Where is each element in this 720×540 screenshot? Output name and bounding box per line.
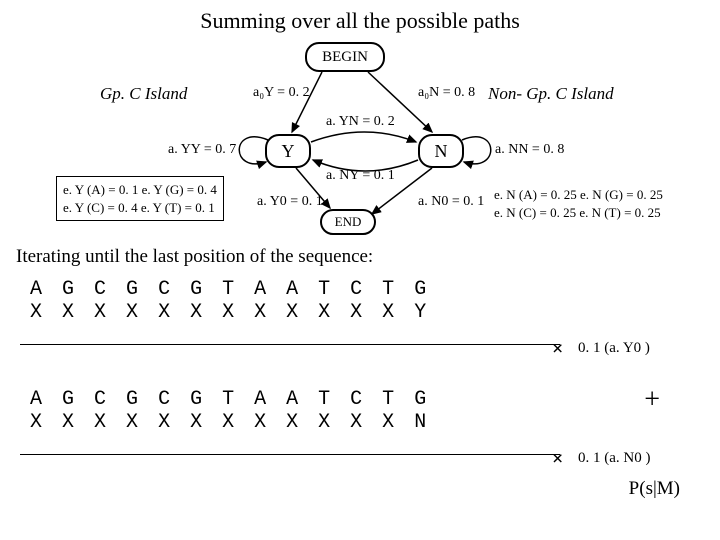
- label-ayy: a. YY = 0. 7: [168, 142, 236, 158]
- seq-cell: G: [52, 388, 84, 411]
- seq-cell: T: [308, 278, 340, 301]
- hmm-diagram: BEGIN Y N END Gp. C Island Non- Gp. C Is…: [0, 34, 720, 244]
- seq-cell: X: [372, 301, 404, 324]
- seq-cell: X: [244, 301, 276, 324]
- ey-line1: e. Y (A) = 0. 1 e. Y (G) = 0. 4: [63, 181, 217, 199]
- seq-cell: X: [212, 411, 244, 434]
- seq-cell: C: [148, 388, 180, 411]
- label-an0: a. N0 = 0. 1: [418, 194, 484, 210]
- table-row: XXXXXXXXXXXXY: [20, 301, 436, 324]
- seq-cell: X: [212, 301, 244, 324]
- seq-cell: X: [148, 301, 180, 324]
- seq-cell: N: [404, 411, 436, 434]
- seq-cell: X: [84, 301, 116, 324]
- seq-cell: X: [20, 411, 52, 434]
- seq-cell: A: [244, 278, 276, 301]
- en-line1: e. N (A) = 0. 25 e. N (G) = 0. 25: [494, 186, 663, 204]
- seq-cell: T: [372, 278, 404, 301]
- rule-line: [20, 454, 560, 455]
- label-ayn: a. YN = 0. 2: [326, 114, 395, 130]
- label-a0y: a₀Y = 0. 2: [253, 85, 310, 101]
- label-any: a. NY = 0. 1: [326, 168, 395, 184]
- seq-cell: G: [116, 278, 148, 301]
- seq-cell: G: [404, 278, 436, 301]
- seq-cell: T: [372, 388, 404, 411]
- seq-cell: X: [52, 411, 84, 434]
- en-line2: e. N (C) = 0. 25 e. N (T) = 0. 25: [494, 204, 663, 222]
- iterating-text: Iterating until the last position of the…: [0, 246, 720, 268]
- seq-cell: X: [116, 411, 148, 434]
- seq-cell: C: [340, 388, 372, 411]
- plus-sign: +: [644, 384, 660, 416]
- seq-cell: G: [116, 388, 148, 411]
- hint-ay0: 0. 1 (a. Y0 ): [578, 340, 650, 357]
- table-row: XXXXXXXXXXXXN: [20, 411, 436, 434]
- times-1: ×: [552, 338, 563, 361]
- seq-cell: X: [148, 411, 180, 434]
- seq-cell: A: [20, 388, 52, 411]
- seq-cell: C: [84, 388, 116, 411]
- seq-cell: X: [116, 301, 148, 324]
- label-gpc-left: Gp. C Island: [100, 84, 187, 104]
- seq-cell: G: [180, 388, 212, 411]
- seq-cell: C: [148, 278, 180, 301]
- seq-cell: X: [276, 301, 308, 324]
- seq-table-2: AGCGCGTAATCTG XXXXXXXXXXXXN: [20, 388, 436, 434]
- ey-line2: e. Y (C) = 0. 4 e. Y (T) = 0. 1: [63, 199, 217, 217]
- node-end: END: [320, 209, 376, 235]
- page-title: Summing over all the possible paths: [0, 0, 720, 34]
- seq-cell: X: [276, 411, 308, 434]
- node-n: N: [418, 134, 464, 168]
- seq-cell: X: [244, 411, 276, 434]
- table-row: AGCGCGTAATCTG: [20, 388, 436, 411]
- rule-line: [20, 344, 560, 345]
- node-y: Y: [265, 134, 311, 168]
- table-row: AGCGCGTAATCTG: [20, 278, 436, 301]
- sequence-block-2: + AGCGCGTAATCTG XXXXXXXXXXXXN × 0. 1 (a.…: [0, 388, 720, 498]
- node-begin: BEGIN: [305, 42, 385, 72]
- emissions-n: e. N (A) = 0. 25 e. N (G) = 0. 25 e. N (…: [494, 186, 663, 221]
- seq-table-1: AGCGCGTAATCTG XXXXXXXXXXXXY: [20, 278, 436, 324]
- seq-cell: T: [212, 388, 244, 411]
- seq-cell: A: [276, 388, 308, 411]
- seq-cell: Y: [404, 301, 436, 324]
- result-psm: P(s|M): [629, 478, 680, 500]
- seq-cell: A: [276, 278, 308, 301]
- seq-cell: C: [340, 278, 372, 301]
- hint-an0: 0. 1 (a. N0 ): [578, 450, 650, 467]
- seq-cell: X: [340, 411, 372, 434]
- seq-cell: X: [308, 301, 340, 324]
- label-a0n: a₀N = 0. 8: [418, 85, 475, 101]
- seq-cell: A: [20, 278, 52, 301]
- emissions-y: e. Y (A) = 0. 1 e. Y (G) = 0. 4 e. Y (C)…: [56, 176, 224, 221]
- seq-cell: A: [244, 388, 276, 411]
- label-ann: a. NN = 0. 8: [495, 142, 564, 158]
- seq-cell: X: [340, 301, 372, 324]
- seq-cell: T: [308, 388, 340, 411]
- seq-cell: X: [308, 411, 340, 434]
- seq-cell: X: [52, 301, 84, 324]
- seq-cell: X: [180, 301, 212, 324]
- seq-cell: X: [84, 411, 116, 434]
- times-2: ×: [552, 448, 563, 471]
- seq-cell: X: [20, 301, 52, 324]
- seq-cell: G: [52, 278, 84, 301]
- label-ay0: a. Y0 = 0. 1: [257, 194, 323, 210]
- seq-cell: G: [180, 278, 212, 301]
- seq-cell: X: [372, 411, 404, 434]
- sequence-block-1: AGCGCGTAATCTG XXXXXXXXXXXXY × 0. 1 (a. Y…: [0, 278, 720, 378]
- seq-cell: X: [180, 411, 212, 434]
- label-gpc-right: Non- Gp. C Island: [488, 84, 614, 104]
- seq-cell: T: [212, 278, 244, 301]
- seq-cell: C: [84, 278, 116, 301]
- seq-cell: G: [404, 388, 436, 411]
